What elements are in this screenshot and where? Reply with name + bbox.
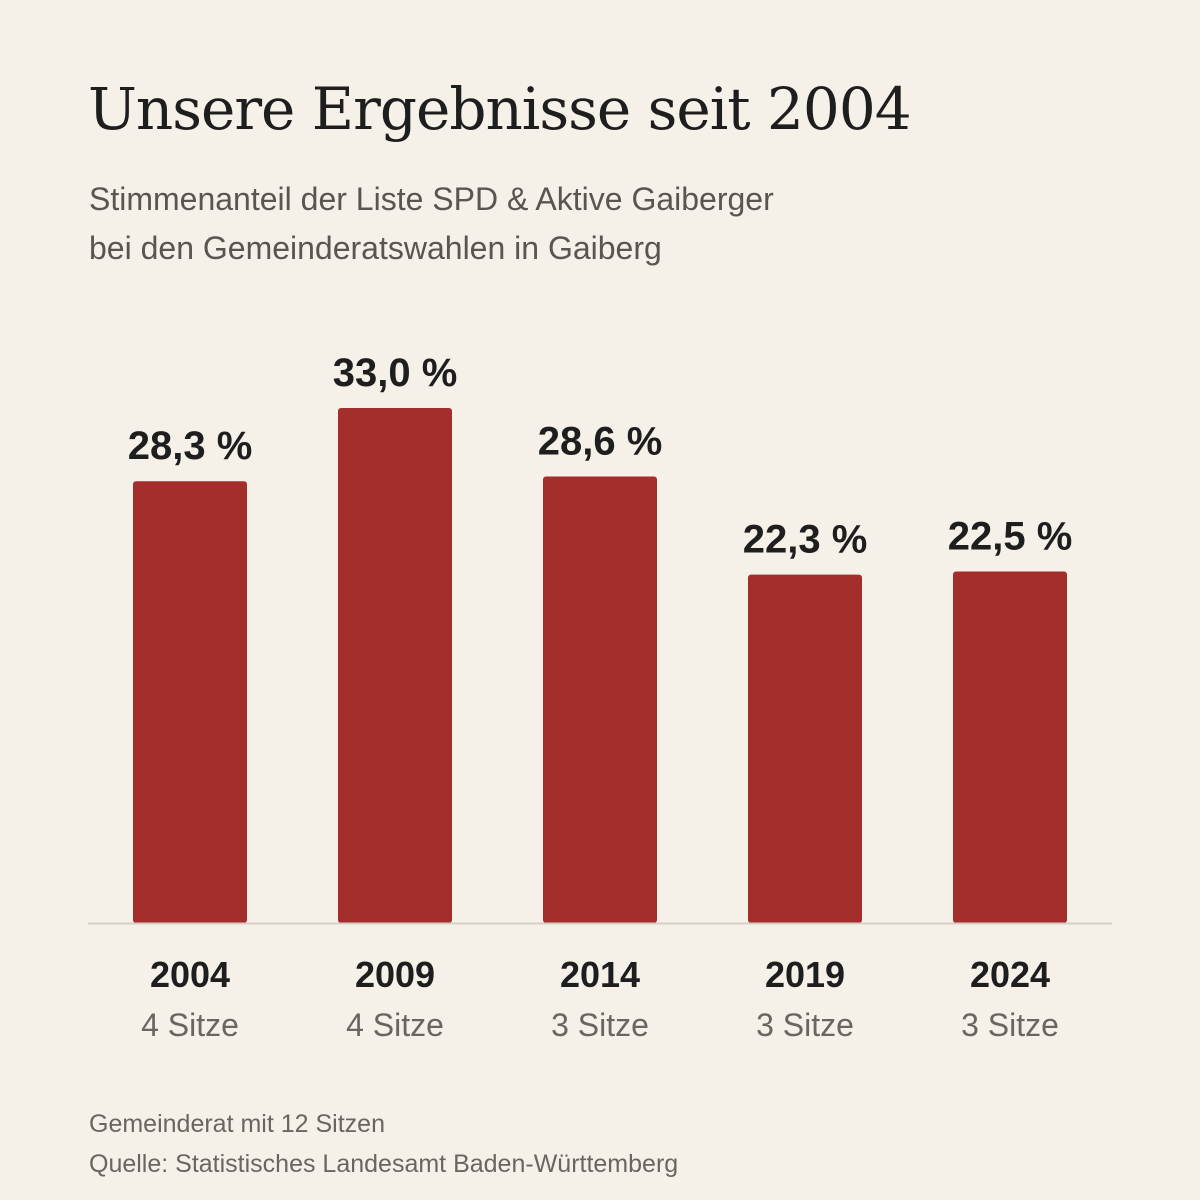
seats-label-2014: 3 Sitze (551, 1007, 649, 1043)
category-label-2004: 2004 (150, 954, 230, 995)
source-note: Quelle: Statistisches Landesamt Baden-Wü… (89, 1150, 679, 1178)
footer-note: Gemeinderat mit 12 Sitzen (89, 1110, 385, 1138)
bar-2019 (748, 574, 862, 923)
category-label-2009: 2009 (355, 954, 435, 995)
category-label-2019: 2019 (765, 954, 845, 995)
chart-subtitle: Stimmenanteil der Liste SPD & Aktive Gai… (89, 175, 774, 273)
subtitle-line-1: Stimmenanteil der Liste SPD & Aktive Gai… (89, 181, 774, 217)
bar-2004 (133, 481, 247, 923)
seats-label-2009: 4 Sitze (346, 1007, 444, 1043)
bar-2009 (338, 408, 452, 923)
subtitle-line-2: bei den Gemeinderatswahlen in Gaiberg (89, 230, 662, 266)
bar-2014 (543, 476, 657, 923)
value-label-2004: 28,3 % (128, 424, 253, 468)
seats-label-2024: 3 Sitze (961, 1007, 1059, 1043)
value-label-2009: 33,0 % (333, 351, 458, 395)
chart-title: Unsere Ergebnisse seit 2004 (88, 75, 912, 143)
seats-label-2004: 4 Sitze (141, 1007, 239, 1043)
category-label-2014: 2014 (560, 954, 640, 995)
value-label-2014: 28,6 % (538, 420, 663, 464)
value-label-2019: 22,3 % (743, 518, 868, 562)
category-label-2024: 2024 (970, 954, 1050, 995)
value-label-2024: 22,5 % (948, 515, 1073, 559)
bar-2024 (953, 571, 1067, 923)
chart-footer: Gemeinderat mit 12 Sitzen Quelle: Statis… (89, 1104, 678, 1184)
seats-label-2019: 3 Sitze (756, 1007, 854, 1043)
